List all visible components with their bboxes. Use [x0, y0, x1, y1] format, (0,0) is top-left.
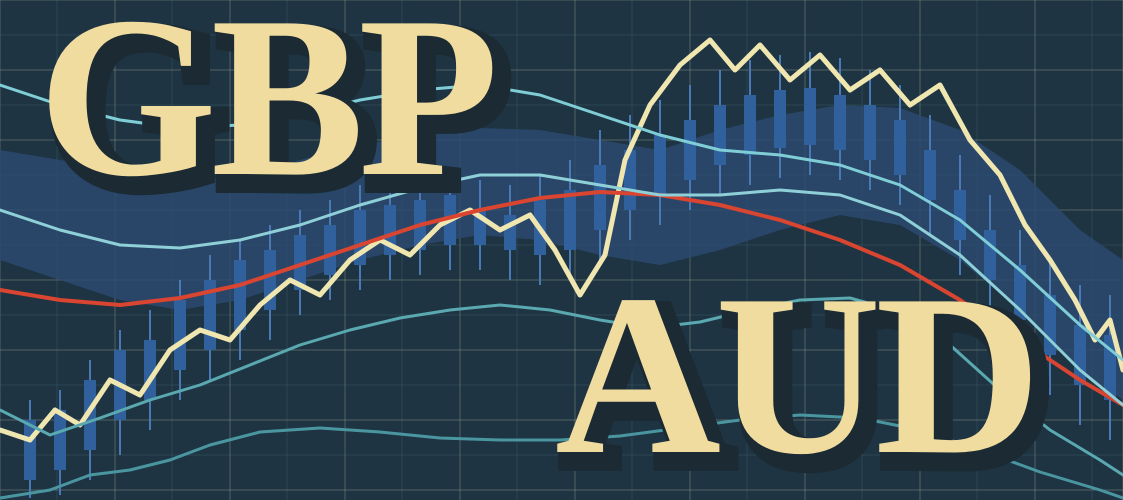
- currency-label-top-fill: GBP: [38, 0, 493, 224]
- forex-chart-infographic: GBP GBP AUD AUD: [0, 0, 1123, 500]
- currency-label-bottom-fill: AUD: [555, 247, 1035, 500]
- currency-label-bottom: AUD AUD: [555, 260, 1035, 490]
- currency-label-top: GBP GBP: [38, 0, 493, 212]
